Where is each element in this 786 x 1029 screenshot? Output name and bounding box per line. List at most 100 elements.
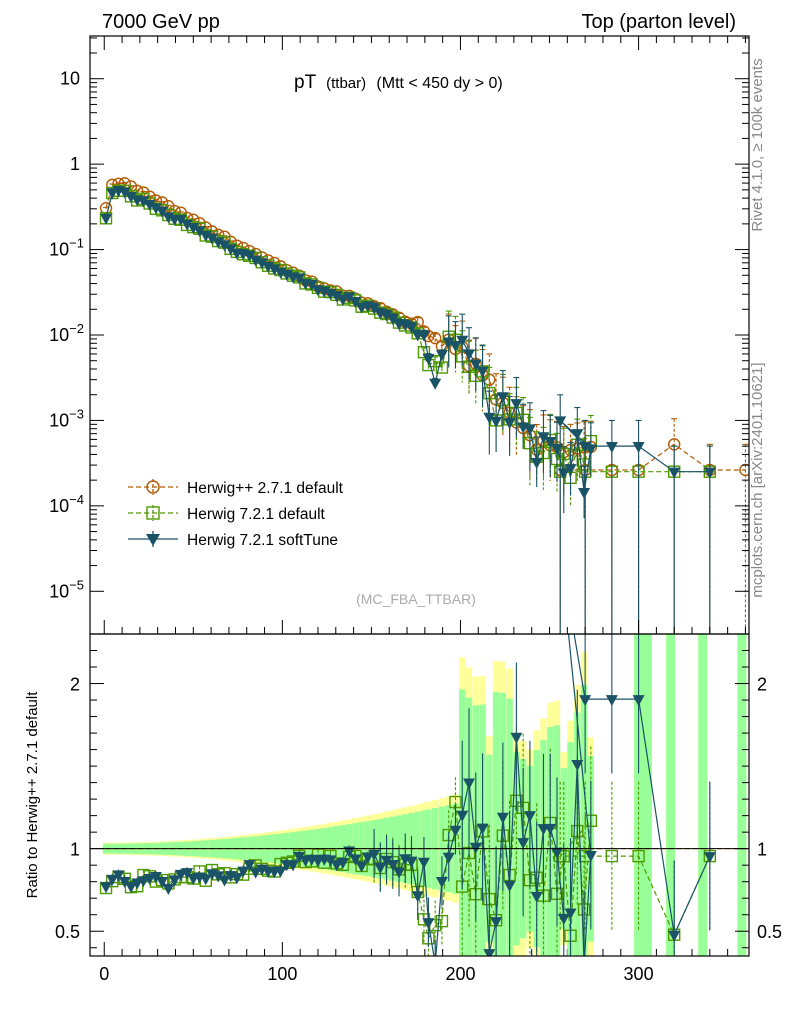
plot-title-sub2: (Mtt < 450 dy > 0) — [376, 75, 502, 92]
point-softtune — [386, 313, 399, 325]
point-softtune — [578, 487, 591, 499]
point-softtune — [156, 206, 169, 218]
ratio-point-softtune — [118, 876, 131, 888]
ratio-point-softtune — [212, 871, 225, 883]
point-softtune — [336, 294, 349, 306]
point-herwig721 — [417, 345, 431, 359]
point-softtune — [530, 458, 543, 470]
point-softtune — [243, 250, 256, 262]
ratio-point-softtune — [405, 856, 418, 868]
point-softtune — [174, 214, 187, 226]
ratio-point-softtune — [435, 877, 448, 889]
band-green — [643, 634, 652, 956]
ratio-point-herwig721 — [605, 849, 619, 863]
point-softtune — [422, 353, 435, 365]
plot-title: pT (ttbar) (Mtt < 450 dy > 0) — [294, 72, 503, 93]
point-softtune — [579, 442, 592, 454]
watermark: (MC_FBA_TTBAR) — [356, 591, 476, 607]
ratio-point-softtune — [579, 695, 592, 707]
ratio-point-softtune — [100, 882, 113, 894]
main-plot: 10 1 10−1 10−2 10−3 10−4 10−5 — [49, 36, 749, 956]
ratio-point-softtune — [449, 825, 462, 837]
point-softtune — [456, 335, 469, 347]
ratio-point-softtune — [550, 847, 563, 859]
ratio-point-softtune — [632, 695, 645, 707]
legend-label-herwig721: Herwig 7.2.1 default — [187, 506, 326, 523]
point-softtune — [293, 273, 306, 285]
x-tick-label: 100 — [267, 964, 297, 984]
point-softtune — [255, 258, 268, 270]
ratio-point-softtune — [490, 917, 503, 929]
ratio-point-softtune — [181, 868, 194, 880]
point-softtune — [544, 436, 557, 448]
point-herwigpp — [428, 331, 442, 345]
band-green — [666, 634, 676, 956]
point-herwigpp — [739, 463, 749, 477]
band-green — [698, 634, 708, 956]
ratio-point-softtune — [411, 891, 424, 903]
point-softtune — [571, 429, 584, 441]
ratio-point-softtune — [544, 823, 557, 835]
ratio-point-softtune — [393, 867, 406, 879]
rivet-label: Rivet 4.1.0, ≥ 100k events — [749, 58, 766, 231]
ratio-point-softtune — [483, 949, 496, 956]
point-softtune — [463, 349, 476, 361]
ratio-point-softtune — [324, 855, 337, 867]
ratio-point-softtune — [361, 852, 374, 864]
point-softtune — [429, 378, 442, 390]
point-softtune — [554, 416, 567, 428]
ratio-plot: 0 100 200 300 0.5 0.5 1 1 2 2 — [55, 634, 782, 984]
point-softtune — [557, 468, 570, 480]
point-softtune — [212, 237, 225, 249]
point-softtune — [510, 399, 523, 411]
ratio-point-softtune — [355, 861, 368, 873]
point-softtune — [206, 233, 219, 245]
point-softtune — [564, 464, 577, 476]
ratio-point-softtune — [571, 760, 584, 772]
y-tick-label: 10−5 — [49, 577, 84, 601]
point-softtune — [368, 303, 381, 315]
ratio-tick-label-right: 2 — [757, 675, 767, 695]
ratio-tick-label: 0.5 — [55, 922, 80, 942]
ratio-point-softtune — [249, 867, 262, 879]
legend-label-herwigpp: Herwig++ 2.7.1 default — [187, 480, 344, 497]
point-softtune — [469, 359, 482, 371]
point-softtune — [187, 222, 200, 234]
ratio-point-softtune — [274, 866, 287, 878]
x-tick-label: 200 — [445, 964, 475, 984]
ratio-point-softtune — [149, 872, 162, 884]
ratio-point-herwig721 — [632, 849, 645, 863]
point-softtune — [417, 330, 430, 342]
ratio-point-softtune — [442, 852, 455, 864]
point-softtune — [100, 213, 113, 225]
y-tick-label: 10−4 — [49, 492, 84, 516]
ratio-point-herwig721 — [435, 914, 449, 928]
y-tick-label: 10−3 — [49, 406, 84, 430]
ratio-point-softtune — [287, 860, 300, 872]
point-softtune — [137, 196, 150, 208]
point-softtune — [703, 467, 716, 479]
legend-marker-herwig721 — [146, 506, 160, 520]
point-softtune — [268, 264, 281, 276]
ratio-point-softtune — [605, 695, 618, 707]
point-herwigpp — [124, 180, 138, 193]
point-softtune — [349, 296, 362, 308]
ratio-point-softtune — [578, 960, 590, 971]
legend-item-herwig721: Herwig 7.2.1 default — [128, 505, 326, 523]
point-softtune — [149, 203, 162, 215]
ratio-point-softtune — [336, 858, 349, 870]
ratio-point-softtune — [230, 873, 243, 885]
point-softtune — [537, 432, 550, 444]
ratio-frame — [89, 633, 750, 957]
plot-title-sub1: (ttbar) — [326, 75, 366, 92]
point-softtune — [193, 226, 206, 238]
y-tick-label: 10−2 — [49, 321, 84, 345]
ratio-point-softtune — [564, 908, 577, 920]
ratio-point-softtune — [380, 855, 393, 867]
ratio-point-softtune — [584, 851, 597, 863]
ratio-point-softtune — [496, 812, 509, 824]
ratio-point-softtune — [349, 854, 362, 866]
point-softtune — [380, 310, 393, 322]
point-softtune — [181, 219, 194, 231]
